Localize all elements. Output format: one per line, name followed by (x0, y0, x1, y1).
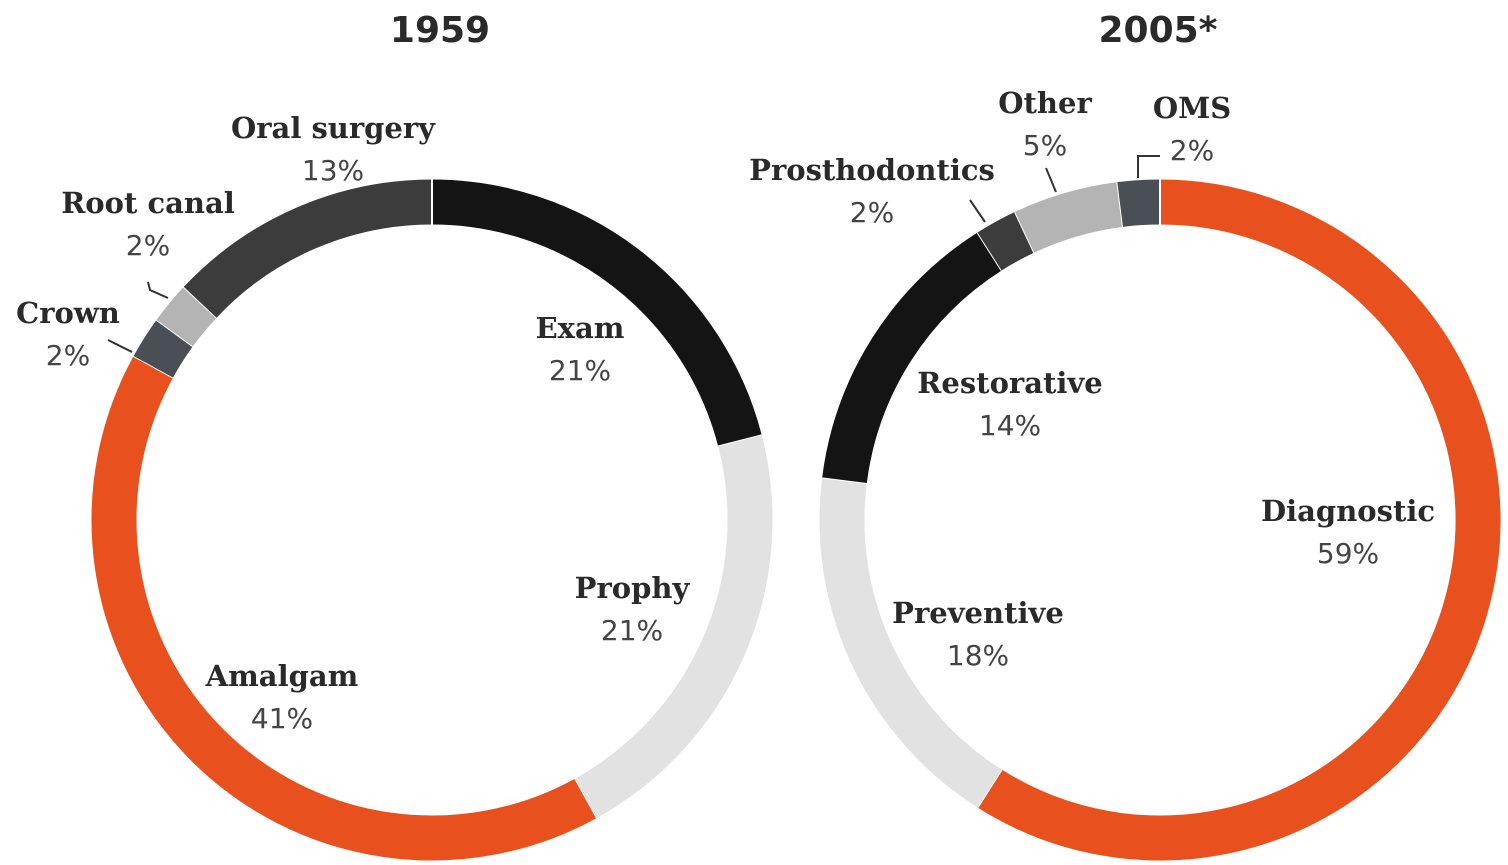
segment-value-label: 5% (1023, 129, 1067, 162)
segment-value-label: 2% (1170, 134, 1214, 167)
segment-value-label: 14% (979, 409, 1041, 442)
segment-value-label: 2% (46, 339, 90, 372)
chart-title: 2005* (1098, 10, 1217, 51)
segment-value-label: 13% (302, 154, 364, 187)
donut-segment (819, 477, 1002, 808)
segment-name: Oral surgery (231, 111, 436, 145)
segment-value-label: 2% (126, 229, 170, 262)
segment-value-label: 21% (549, 354, 611, 387)
donut-segment (574, 435, 773, 819)
segment-name: Restorative (917, 366, 1102, 400)
segment-value-label: 59% (1317, 537, 1379, 570)
leader-line (1045, 167, 1057, 193)
segment-name: Prosthodontics (749, 153, 995, 187)
donut-segment (977, 179, 1501, 861)
segment-name: Other (998, 86, 1092, 120)
segment-name: Amalgam (205, 659, 359, 693)
segment-name: Root canal (61, 186, 235, 220)
segment-name: OMS (1153, 91, 1231, 125)
segment-name: Diagnostic (1261, 494, 1435, 528)
donut-segment (133, 319, 194, 378)
donut-segment (183, 179, 433, 318)
leader-line (107, 339, 133, 353)
segment-value-label: 21% (601, 614, 663, 647)
chart-title: 1959 (390, 10, 490, 51)
segment-name: Crown (16, 296, 120, 330)
leader-line (147, 281, 169, 299)
donut-segment (1015, 182, 1124, 253)
segment-value-label: 18% (947, 639, 1009, 672)
leader-line (1137, 155, 1160, 178)
donut-segment (1117, 179, 1161, 227)
segment-name: Prophy (575, 571, 691, 605)
segment-value-label: 41% (251, 702, 313, 735)
donut-segment (91, 355, 597, 861)
donut-segment (977, 211, 1035, 271)
donut-segment (431, 179, 762, 447)
segment-name: Preventive (892, 596, 1064, 630)
donut-segment (156, 286, 217, 347)
segment-separator (1116, 182, 1124, 227)
segment-name: Exam (536, 311, 625, 345)
segment-value-label: 2% (850, 196, 894, 229)
donut-segment (822, 232, 1002, 484)
leader-line (969, 199, 986, 223)
